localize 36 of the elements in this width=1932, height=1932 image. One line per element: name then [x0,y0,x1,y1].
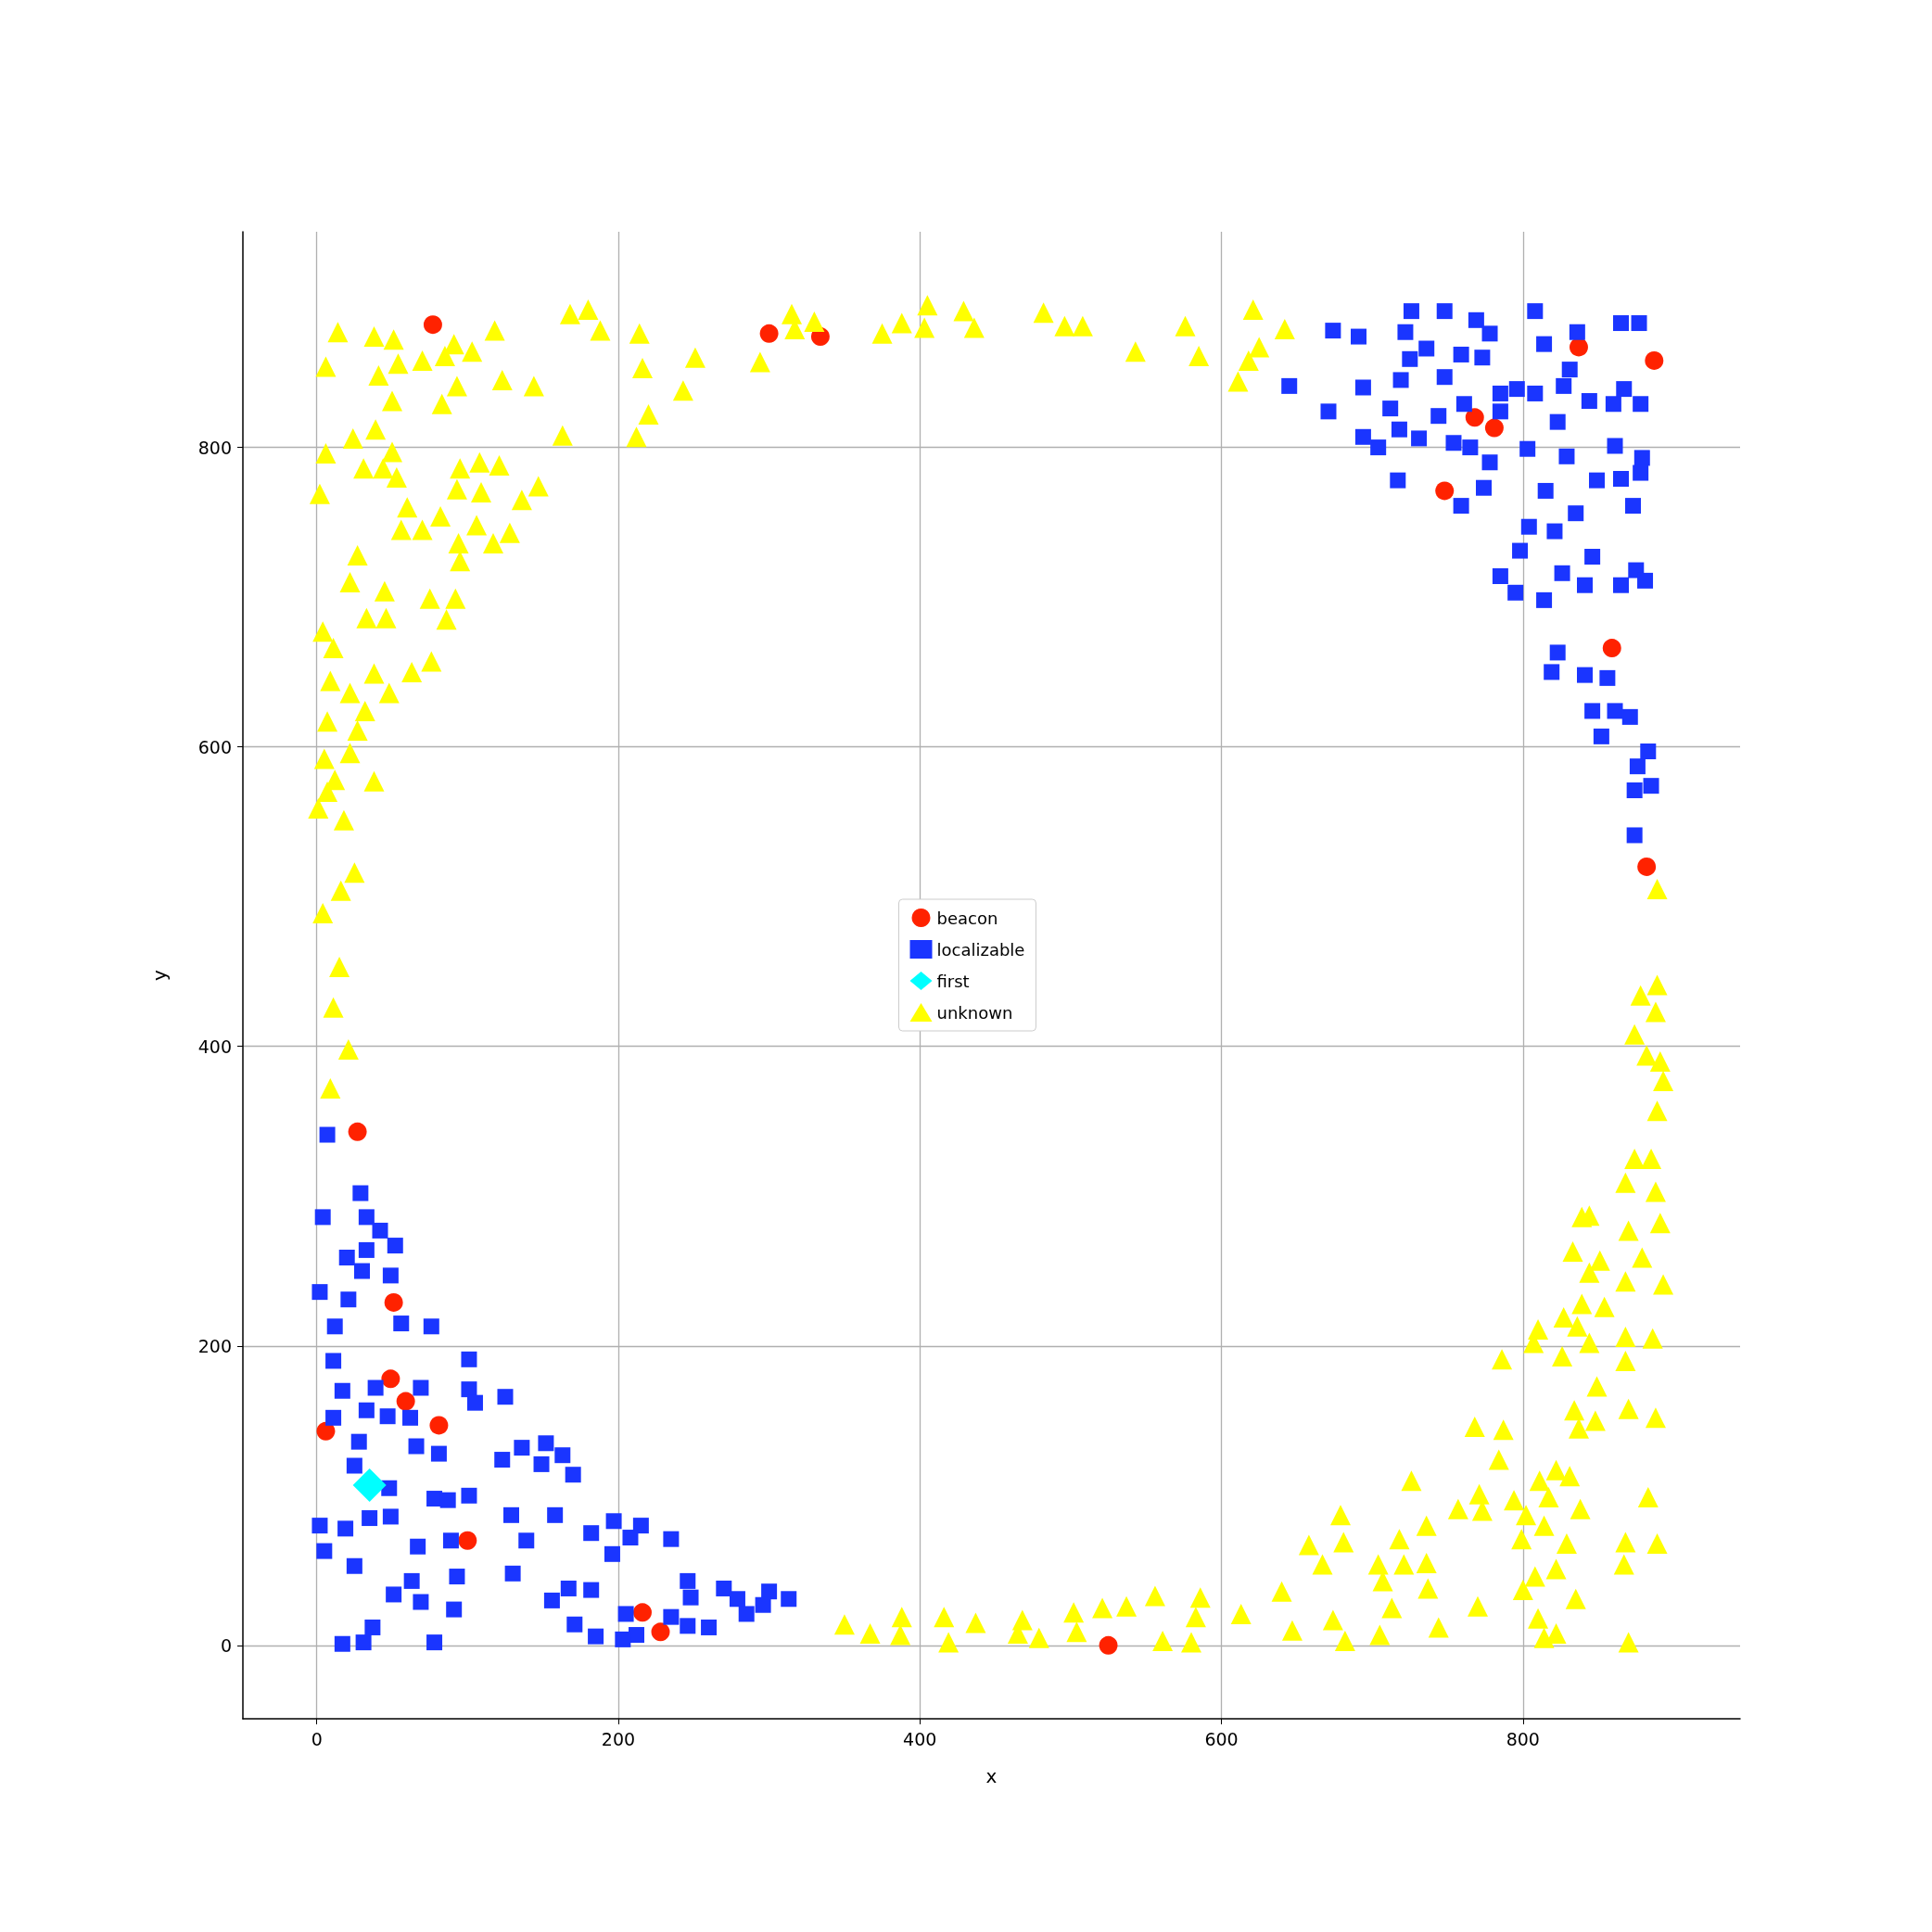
x-tick-label: 800 [1506,1728,1540,1749]
x-tick-label: 0 [311,1728,323,1749]
point [1645,350,1664,370]
point [1637,857,1657,876]
legend-label: localizable [936,939,1025,960]
point [352,1468,387,1503]
x-tick-label: 200 [601,1728,636,1749]
point [348,1122,367,1141]
point [633,1603,652,1622]
x-tick-label: 600 [1204,1728,1239,1749]
point [1099,1635,1118,1655]
point [651,1622,670,1642]
point [316,1421,336,1441]
y-tick-label: 200 [197,1335,232,1356]
point [384,1292,403,1312]
y-tick-label: 800 [197,437,232,458]
x-axis-title: x [985,1765,998,1787]
point [423,315,442,335]
legend-label: first [936,971,970,991]
point [1465,408,1484,427]
point [381,1369,400,1389]
legend-label: beacon [936,908,998,928]
point [1484,418,1504,438]
legend-label: unknown [936,1002,1013,1023]
point [759,324,779,343]
y-tick-label: 0 [220,1634,232,1656]
y-tick-label: 600 [197,736,232,757]
x-tick-label: 400 [903,1728,937,1749]
point [1570,337,1588,357]
point [458,1531,477,1550]
point [396,1392,415,1411]
y-axis-title: y [148,969,171,981]
point [429,1416,449,1435]
point [1602,639,1621,658]
point [1435,481,1455,501]
y-tick-label: 400 [197,1036,232,1057]
